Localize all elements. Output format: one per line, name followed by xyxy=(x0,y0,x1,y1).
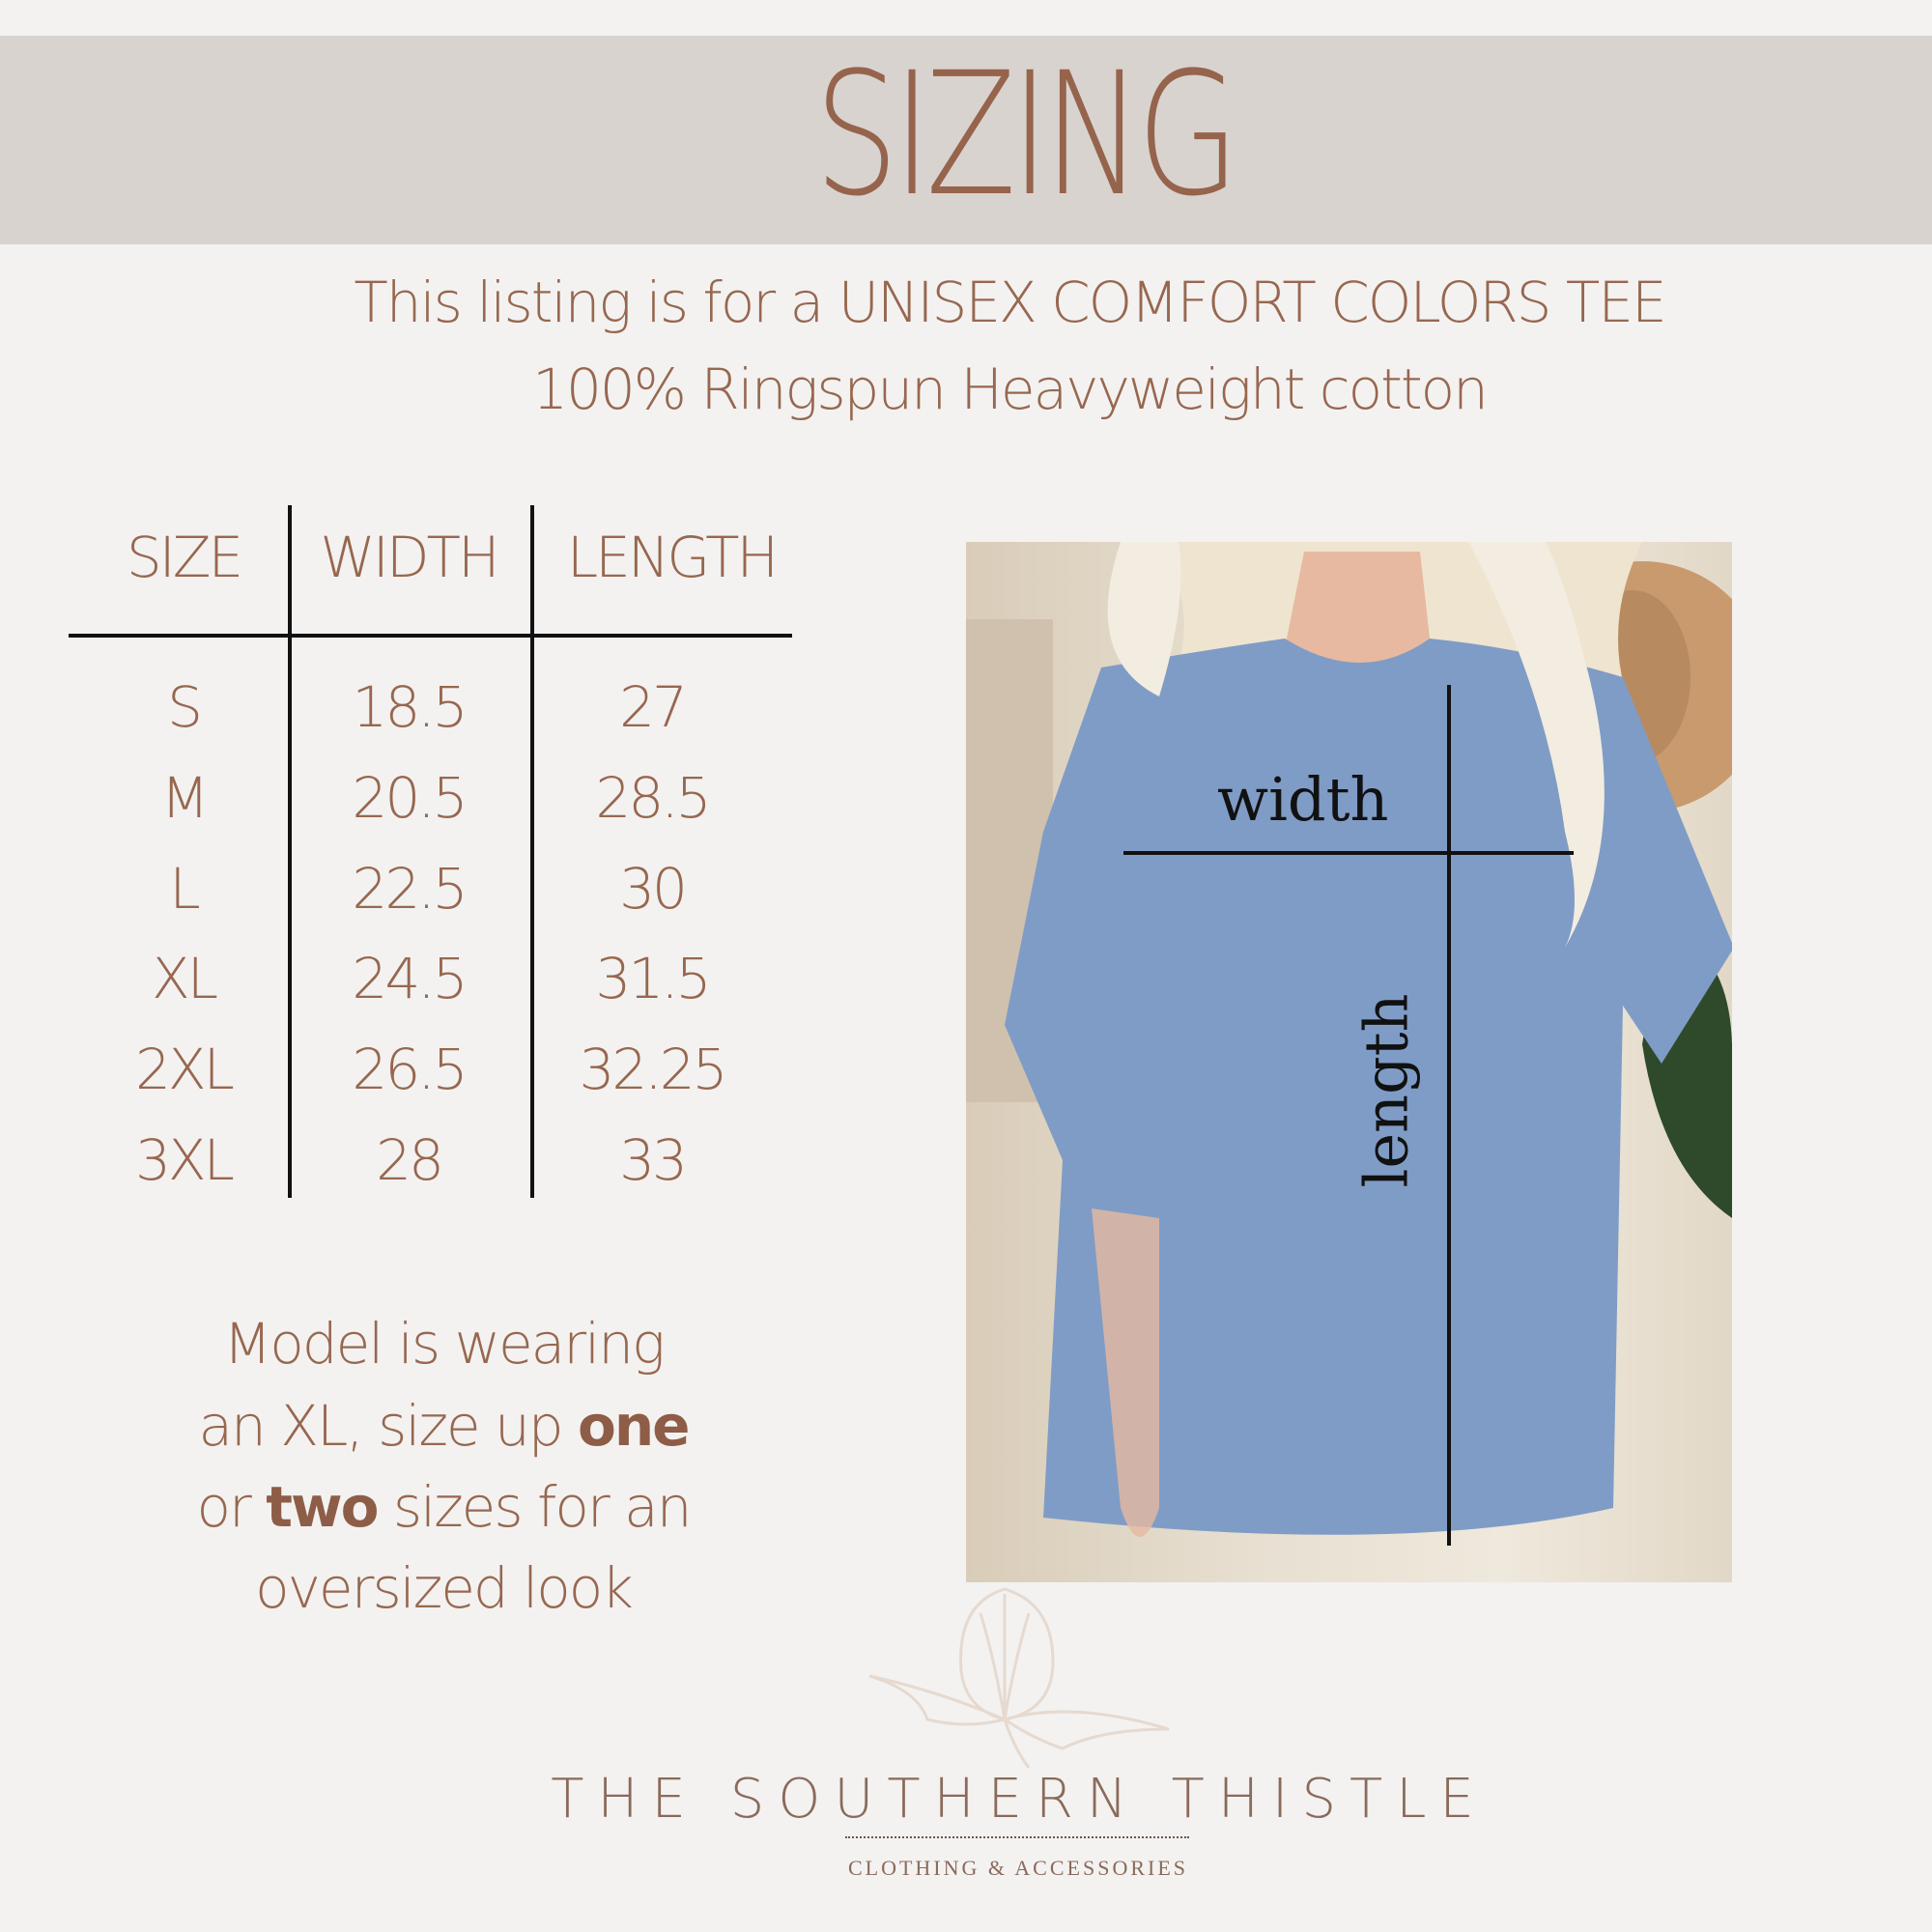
length-measure-line xyxy=(1447,685,1451,1546)
table-header-divider xyxy=(69,634,792,638)
length-label: length xyxy=(1350,993,1422,1188)
cell-size: L xyxy=(169,855,200,922)
model-note-line-3: or two sizes for an xyxy=(154,1479,733,1535)
cell-length: 27 xyxy=(619,674,688,740)
description-line-1: This listing is for a UNISEX COMFORT COL… xyxy=(354,270,1666,335)
header-width: WIDTH xyxy=(320,525,499,590)
cell-width: 18.5 xyxy=(352,674,468,740)
width-measure-line xyxy=(1123,851,1574,855)
cell-length: 30 xyxy=(619,855,688,922)
emphasis: one xyxy=(578,1393,690,1459)
cell-width: 20.5 xyxy=(352,764,468,831)
text: an XL, size up xyxy=(198,1393,579,1459)
header-size: SIZE xyxy=(126,525,243,590)
cell-size: XL xyxy=(151,946,218,1012)
description-line-2: 100% Ringspun Heavyweight cotton xyxy=(532,356,1489,422)
model-note-line-2: an XL, size up one xyxy=(154,1398,733,1454)
model-note-line-4: oversized look xyxy=(255,1555,634,1621)
model-note-line-1: Model is wearing xyxy=(223,1311,666,1377)
cell-width: 24.5 xyxy=(352,946,468,1012)
cell-width: 26.5 xyxy=(352,1037,468,1103)
cell-length: 28.5 xyxy=(595,764,711,831)
text: or xyxy=(196,1474,267,1540)
cell-width: 22.5 xyxy=(352,855,468,922)
cell-width: 28 xyxy=(376,1127,444,1193)
cell-length: 32.25 xyxy=(579,1037,727,1103)
thistle-logo-icon xyxy=(868,1587,1170,1768)
cell-size: M xyxy=(160,764,209,831)
cell-size: 3XL xyxy=(135,1127,235,1193)
emphasis: two xyxy=(266,1474,379,1540)
brand-divider xyxy=(845,1836,1189,1838)
column-divider xyxy=(530,505,534,1198)
cell-size: S xyxy=(167,674,203,740)
header-banner xyxy=(0,36,1932,244)
cell-length: 33 xyxy=(619,1127,688,1193)
tee-illustration xyxy=(966,542,1732,1537)
cell-size: 2XL xyxy=(135,1037,235,1103)
model-photo: width length xyxy=(966,542,1732,1582)
cell-length: 31.5 xyxy=(595,946,711,1012)
text: sizes for an xyxy=(377,1474,693,1540)
page-title: SIZING xyxy=(814,36,1239,234)
header-length: LENGTH xyxy=(566,525,779,590)
column-divider xyxy=(288,505,292,1198)
brand-name: THE SOUTHERN THISTLE xyxy=(551,1768,1488,1831)
width-label: width xyxy=(1217,764,1389,835)
brand-tagline: CLOTHING & ACCESSORIES xyxy=(847,1856,1189,1880)
